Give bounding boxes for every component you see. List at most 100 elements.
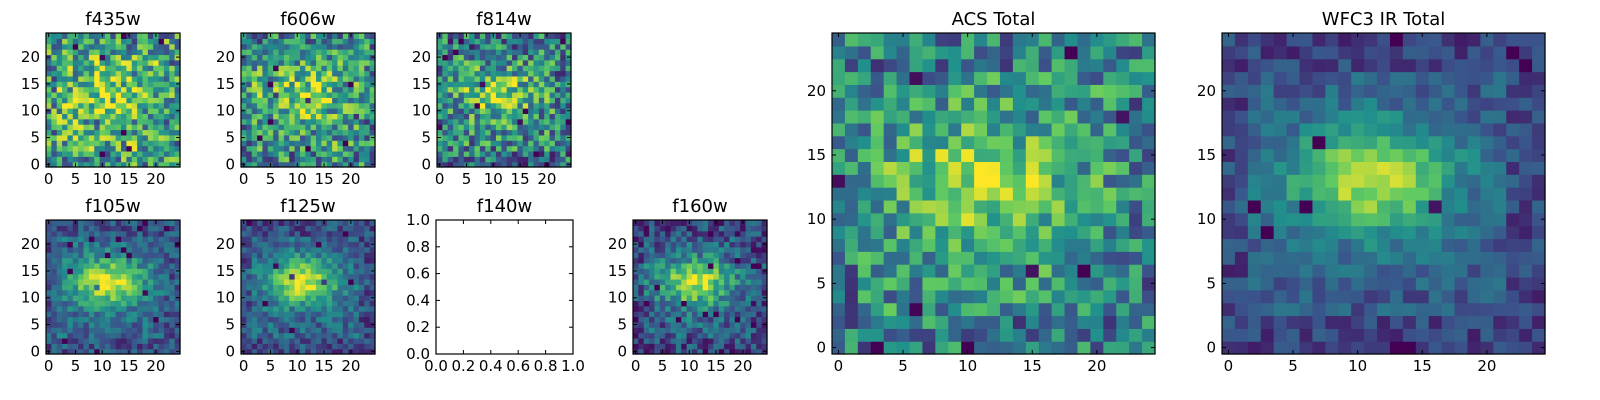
heatmap-cell	[724, 236, 731, 243]
heatmap-cell	[1103, 251, 1117, 265]
heatmap-cell	[353, 295, 360, 301]
heatmap-cell	[675, 305, 682, 312]
heatmap-cell	[686, 332, 693, 339]
heatmap-cell	[756, 246, 763, 253]
heatmap-cell	[485, 59, 492, 66]
heatmap-cell	[506, 81, 513, 88]
heatmap-cell	[1532, 199, 1546, 214]
heatmap-cell	[1025, 225, 1040, 240]
heatmap-cell	[316, 230, 322, 237]
heatmap-cell	[1012, 174, 1027, 188]
heatmap-cell	[153, 295, 160, 301]
heatmap-cell	[1467, 238, 1481, 252]
heatmap-cell	[675, 289, 682, 296]
heatmap-cell	[1377, 238, 1391, 252]
heatmap-cell	[342, 321, 349, 328]
heatmap-cell	[896, 251, 911, 265]
heatmap-cell	[56, 337, 63, 344]
heatmap-cell	[169, 145, 176, 152]
heatmap-cell	[251, 262, 258, 269]
heatmap-cell	[283, 220, 290, 226]
heatmap-cell	[278, 230, 285, 237]
heatmap-cell	[533, 86, 540, 93]
heatmap-cell	[137, 225, 144, 232]
heatmap-cell	[158, 348, 165, 355]
heatmap-cell	[153, 108, 160, 114]
heatmap-cell	[896, 71, 911, 85]
heatmap-cell	[115, 145, 122, 152]
heatmap-cell	[1064, 135, 1079, 150]
heatmap-cell	[745, 321, 752, 328]
heatmap-cell	[643, 278, 650, 285]
heatmap-cell	[1129, 199, 1143, 214]
heatmap-cell	[294, 332, 301, 339]
heatmap-cell	[83, 43, 90, 50]
heatmap-cell	[46, 311, 52, 318]
heatmap-cell	[163, 268, 170, 275]
heatmap-cell	[512, 113, 518, 120]
heatmap-cell	[948, 45, 962, 60]
heatmap-cell	[745, 343, 752, 350]
heatmap-cell	[544, 59, 551, 66]
heatmap-cell	[99, 81, 106, 88]
heatmap-cell	[870, 225, 885, 240]
heatmap-cell	[832, 122, 846, 137]
heatmap-cell	[94, 343, 101, 350]
heatmap-cell	[479, 113, 486, 120]
heatmap-cell	[708, 305, 714, 312]
heatmap-cell	[321, 337, 328, 344]
heatmap-cell	[935, 187, 949, 201]
heatmap-cell	[745, 278, 752, 285]
heatmap-cell	[246, 33, 253, 39]
heatmap-cell	[67, 102, 74, 109]
heatmap-cell	[665, 332, 672, 339]
heatmap-cell	[147, 161, 154, 168]
heatmap-cell	[353, 129, 360, 136]
heatmap-cell	[56, 54, 63, 61]
heatmap-cell	[1038, 212, 1053, 227]
heatmap-cell	[740, 311, 747, 318]
heatmap-cell	[72, 145, 79, 152]
heatmap-cell	[83, 150, 90, 157]
heatmap-cell	[267, 327, 274, 334]
heatmap-cell	[115, 49, 122, 56]
heatmap-cell	[332, 124, 339, 131]
heatmap-cell	[495, 97, 502, 104]
heatmap-cell	[1129, 161, 1143, 175]
heatmap-cell	[67, 348, 74, 355]
heatmap-cell	[310, 161, 317, 168]
heatmap-cell	[121, 86, 127, 93]
heatmap-cell	[83, 348, 90, 355]
heatmap-cell	[549, 75, 556, 82]
heatmap-cell	[987, 264, 1001, 278]
heatmap-cell	[474, 108, 481, 114]
heatmap-cell	[332, 156, 339, 163]
heatmap-cell	[51, 49, 58, 56]
heatmap-cell	[163, 332, 170, 339]
heatmap-cell	[78, 305, 85, 312]
heatmap-cell	[246, 284, 253, 291]
heatmap-cell	[348, 337, 355, 344]
heatmap-cell	[1116, 135, 1130, 150]
heatmap-cell	[294, 311, 301, 318]
heatmap-cell	[299, 321, 306, 328]
heatmap-cell	[78, 343, 85, 350]
heatmap-cell	[1325, 238, 1339, 252]
heatmap-cell	[1286, 289, 1301, 304]
heatmap-cell	[110, 38, 117, 45]
heatmap-cell	[638, 273, 645, 280]
x-tick-label: 10	[958, 357, 977, 375]
heatmap-cell	[174, 49, 181, 56]
heatmap-cell	[131, 33, 138, 39]
heatmap-cell	[67, 343, 74, 350]
heatmap-cell	[94, 134, 101, 141]
heatmap-cell	[453, 59, 460, 66]
heatmap-cell	[1325, 315, 1339, 329]
heatmap-cell	[342, 145, 349, 152]
heatmap-cell	[332, 241, 339, 248]
heatmap-cell	[1532, 212, 1546, 227]
heatmap-cell	[654, 246, 661, 253]
heatmap-cell	[883, 276, 898, 291]
heatmap-cell	[62, 81, 69, 88]
heatmap-cell	[299, 118, 306, 125]
